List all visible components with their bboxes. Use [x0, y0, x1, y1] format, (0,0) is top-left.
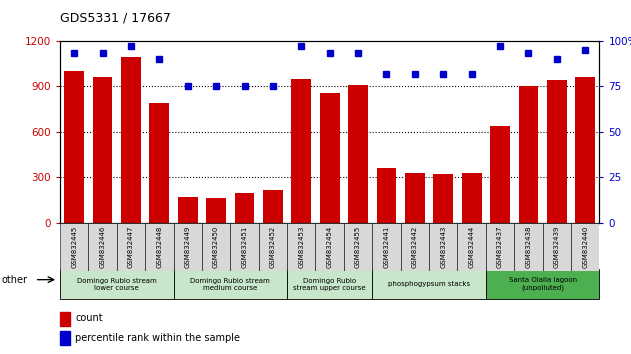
Bar: [93, 77, 112, 223]
Text: GSM832451: GSM832451: [242, 225, 247, 268]
Bar: [320, 93, 339, 223]
Text: GSM832443: GSM832443: [443, 223, 449, 266]
FancyBboxPatch shape: [429, 223, 457, 271]
Text: GSM832454: GSM832454: [329, 223, 336, 265]
Text: GSM832438: GSM832438: [526, 225, 531, 268]
Text: GSM832453: GSM832453: [298, 225, 304, 268]
Text: GSM832437: GSM832437: [497, 225, 503, 268]
Text: GSM832449: GSM832449: [188, 223, 194, 266]
FancyBboxPatch shape: [230, 223, 259, 271]
Text: other: other: [1, 275, 27, 285]
Bar: [292, 79, 311, 223]
FancyBboxPatch shape: [145, 223, 174, 271]
Text: GSM832447: GSM832447: [131, 223, 137, 266]
FancyBboxPatch shape: [117, 223, 145, 271]
Text: GSM832438: GSM832438: [528, 223, 534, 266]
Bar: [405, 173, 425, 223]
Bar: [377, 169, 396, 223]
FancyBboxPatch shape: [60, 223, 88, 271]
FancyBboxPatch shape: [543, 223, 571, 271]
Text: Santa Olalla lagoon
(unpolluted): Santa Olalla lagoon (unpolluted): [509, 277, 577, 291]
Text: GSM832455: GSM832455: [355, 225, 361, 268]
Text: percentile rank within the sample: percentile rank within the sample: [75, 333, 240, 343]
Bar: [60, 312, 69, 326]
Text: GSM832439: GSM832439: [554, 225, 560, 268]
Text: GSM832453: GSM832453: [301, 223, 307, 266]
Bar: [64, 71, 84, 223]
Text: GSM832442: GSM832442: [415, 223, 421, 265]
Text: GSM832447: GSM832447: [128, 225, 134, 268]
Bar: [263, 190, 283, 223]
Text: GSM832454: GSM832454: [327, 225, 333, 268]
FancyBboxPatch shape: [514, 223, 543, 271]
FancyBboxPatch shape: [372, 223, 401, 271]
Bar: [206, 198, 226, 223]
FancyBboxPatch shape: [316, 223, 344, 271]
Text: Domingo Rubio stream
lower course: Domingo Rubio stream lower course: [77, 278, 156, 291]
FancyBboxPatch shape: [287, 223, 316, 271]
Text: GSM832445: GSM832445: [71, 225, 77, 268]
Bar: [575, 77, 595, 223]
Bar: [490, 126, 510, 223]
Text: GSM832440: GSM832440: [582, 225, 588, 268]
Bar: [121, 57, 141, 223]
Text: Domingo Rubio stream
medium course: Domingo Rubio stream medium course: [191, 278, 270, 291]
FancyBboxPatch shape: [259, 223, 287, 271]
Text: GSM832450: GSM832450: [213, 225, 219, 268]
Text: GSM832439: GSM832439: [557, 223, 563, 266]
Text: GSM832444: GSM832444: [471, 223, 478, 265]
Text: GSM832450: GSM832450: [216, 223, 222, 266]
Bar: [60, 331, 69, 345]
FancyBboxPatch shape: [60, 269, 174, 299]
Bar: [519, 86, 538, 223]
FancyBboxPatch shape: [88, 223, 117, 271]
Bar: [547, 80, 567, 223]
Bar: [150, 103, 169, 223]
Text: Domingo Rubio
stream upper course: Domingo Rubio stream upper course: [293, 278, 366, 291]
Text: GSM832441: GSM832441: [384, 225, 389, 268]
Text: GSM832452: GSM832452: [273, 223, 279, 265]
Text: GSM832448: GSM832448: [159, 223, 165, 266]
Text: GSM832449: GSM832449: [185, 225, 191, 268]
FancyBboxPatch shape: [401, 223, 429, 271]
Text: GSM832445: GSM832445: [74, 223, 80, 265]
Text: GSM832446: GSM832446: [100, 225, 105, 268]
Bar: [178, 197, 198, 223]
FancyBboxPatch shape: [372, 269, 486, 299]
FancyBboxPatch shape: [344, 223, 372, 271]
FancyBboxPatch shape: [486, 269, 599, 299]
Bar: [348, 85, 368, 223]
Text: phosphogypsum stacks: phosphogypsum stacks: [388, 281, 470, 287]
FancyBboxPatch shape: [174, 269, 287, 299]
Bar: [235, 193, 254, 223]
Text: GSM832455: GSM832455: [358, 223, 364, 265]
Bar: [433, 175, 453, 223]
FancyBboxPatch shape: [174, 223, 202, 271]
FancyBboxPatch shape: [486, 223, 514, 271]
Text: count: count: [75, 314, 103, 324]
FancyBboxPatch shape: [202, 223, 230, 271]
Text: GDS5331 / 17667: GDS5331 / 17667: [60, 12, 171, 25]
Text: GSM832446: GSM832446: [102, 223, 109, 266]
FancyBboxPatch shape: [287, 269, 372, 299]
Text: GSM832440: GSM832440: [585, 223, 591, 266]
Text: GSM832451: GSM832451: [244, 223, 251, 266]
Text: GSM832448: GSM832448: [156, 225, 162, 268]
FancyBboxPatch shape: [571, 223, 599, 271]
Text: GSM832437: GSM832437: [500, 223, 506, 266]
Text: GSM832452: GSM832452: [270, 225, 276, 268]
Bar: [462, 173, 481, 223]
Text: GSM832444: GSM832444: [469, 225, 475, 268]
Text: GSM832442: GSM832442: [412, 225, 418, 268]
FancyBboxPatch shape: [457, 223, 486, 271]
Text: GSM832443: GSM832443: [440, 225, 446, 268]
Text: GSM832441: GSM832441: [386, 223, 392, 266]
